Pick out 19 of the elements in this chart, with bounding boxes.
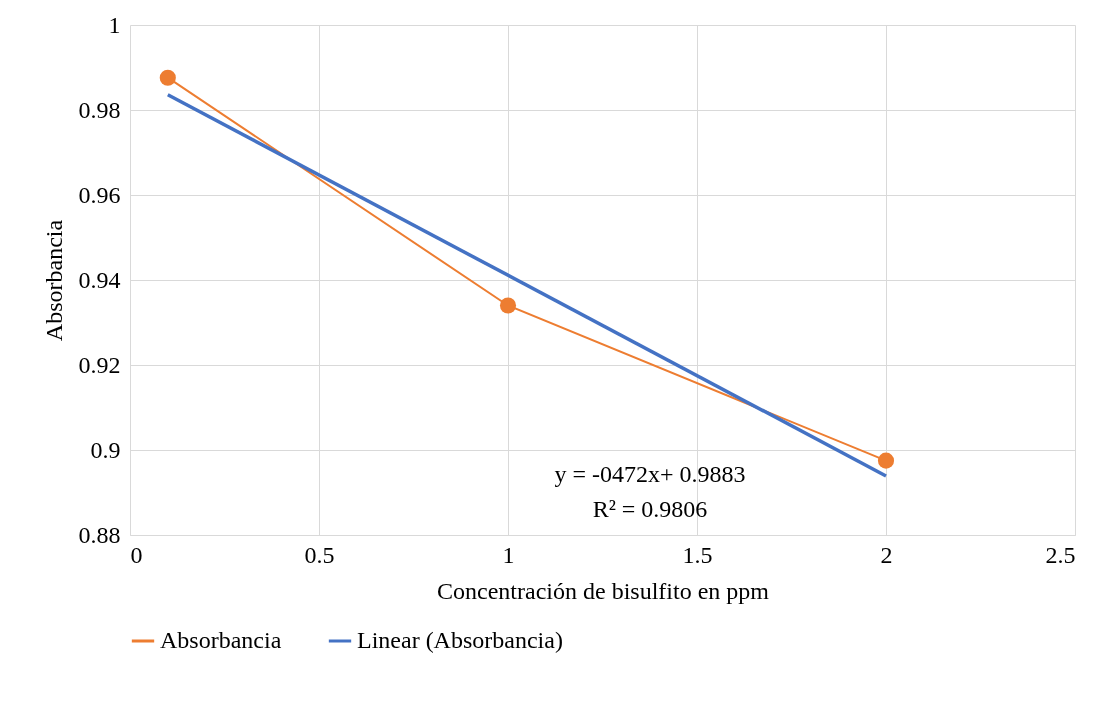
y-tick-label: 0.98: [78, 96, 121, 123]
x-tick-label: 2: [880, 541, 893, 568]
x-tick-label: 2.5: [1045, 541, 1076, 568]
legend-label: Absorbancia: [160, 627, 282, 653]
y-tick-label: 0.88: [78, 521, 121, 548]
y-tick-label: 0.9: [90, 436, 121, 463]
x-tick-label: 1.5: [682, 541, 713, 568]
y-tick-label: 1: [108, 11, 121, 38]
annotation: y = -0472x+ 0.9883: [554, 461, 746, 487]
legend-label: Linear (Absorbancia): [357, 627, 563, 653]
x-tick-label: 0.5: [304, 541, 335, 568]
y-axis-title: Absorbancia: [40, 219, 67, 342]
y-tick-label: 0.96: [78, 181, 121, 208]
y-tick-label: 0.94: [78, 266, 121, 293]
x-tick-label: 0: [130, 541, 143, 568]
x-tick-label: 1: [502, 541, 515, 568]
y-tick-label: 0.92: [78, 351, 121, 378]
x-axis-title: Concentración de bisulfito en ppm: [437, 577, 770, 604]
annotation: R² = 0.9806: [592, 496, 708, 522]
